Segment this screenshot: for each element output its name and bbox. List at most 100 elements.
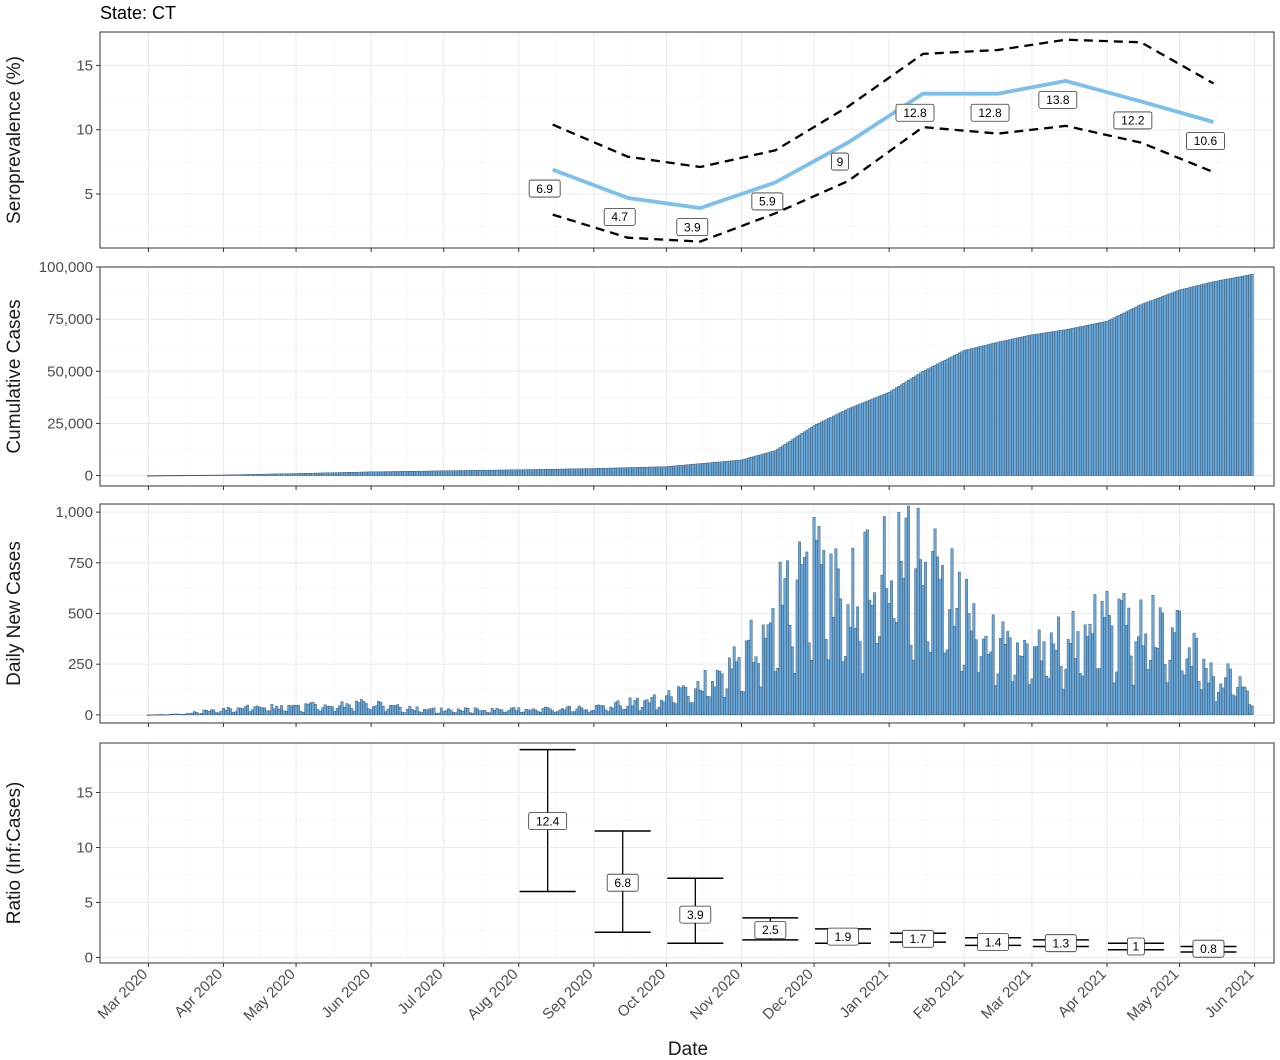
bar [1127, 607, 1131, 716]
ratio-data-label: 3.9 [687, 908, 704, 922]
ratio-data-label-box [606, 873, 639, 892]
bar [563, 709, 567, 716]
bar [631, 467, 634, 476]
bar [943, 360, 947, 476]
bar [384, 711, 388, 716]
bar [502, 469, 506, 476]
bar [1226, 663, 1230, 716]
bar [689, 464, 693, 476]
bar [548, 708, 552, 716]
bar [350, 472, 354, 476]
bar [476, 470, 480, 476]
bar [418, 711, 421, 716]
bar [757, 663, 760, 716]
bar [984, 636, 988, 716]
bar [943, 652, 947, 716]
bar [454, 470, 458, 476]
bar [171, 475, 175, 477]
bar [178, 713, 182, 716]
bar [1197, 285, 1201, 476]
bar [628, 697, 632, 716]
bar [880, 574, 884, 716]
bar [873, 397, 876, 476]
bar [352, 710, 356, 716]
bar [875, 396, 879, 476]
bar [510, 707, 513, 716]
bar [890, 390, 893, 476]
panel-border [99, 742, 1275, 964]
bar [991, 343, 995, 476]
bar [619, 467, 622, 476]
bar [1076, 631, 1080, 716]
bar [544, 469, 547, 476]
bar [498, 469, 501, 476]
bar [899, 560, 903, 716]
bar [786, 442, 789, 476]
bar [314, 704, 317, 716]
bar [672, 702, 676, 716]
bar [357, 471, 361, 476]
bar [928, 367, 932, 476]
bar [1037, 333, 1041, 476]
bar [493, 710, 496, 716]
bar [452, 711, 455, 716]
bar [585, 468, 588, 476]
bar [379, 702, 383, 716]
bar [824, 639, 828, 716]
bar [410, 709, 414, 716]
bar [623, 709, 627, 716]
bar [326, 472, 329, 476]
bar [413, 710, 417, 716]
bar [1219, 280, 1223, 476]
bar [190, 475, 194, 476]
bar [715, 670, 719, 716]
bar [773, 450, 777, 476]
bar [858, 641, 862, 716]
bar [732, 646, 736, 716]
bar [776, 668, 780, 716]
bar [962, 350, 966, 476]
bar [294, 705, 298, 716]
bar [948, 357, 952, 476]
bar [1158, 607, 1162, 716]
bar [720, 673, 724, 716]
bar [648, 702, 651, 716]
bar [865, 400, 869, 476]
bar [933, 528, 937, 716]
bar [1170, 627, 1174, 716]
bar [660, 699, 663, 716]
bar [185, 713, 189, 716]
bar [1057, 616, 1060, 716]
bar [379, 471, 383, 476]
bar [706, 462, 709, 476]
bar [1216, 691, 1220, 716]
bar [311, 472, 315, 476]
bar [945, 649, 949, 716]
bar [265, 710, 269, 716]
bar [957, 352, 961, 476]
x-tick-label: Feb 2021 [910, 966, 967, 1023]
bar [994, 685, 998, 716]
y-tick-label: 250 [68, 656, 93, 673]
bar [297, 705, 300, 716]
bar [723, 697, 726, 716]
bar [1151, 299, 1155, 476]
bar [1245, 690, 1249, 716]
bar [391, 471, 395, 476]
bar [1117, 598, 1121, 716]
bar [432, 707, 436, 716]
bar [1178, 289, 1181, 476]
bar [1139, 304, 1143, 476]
bar [570, 711, 574, 716]
bar [940, 565, 944, 716]
bar [299, 473, 303, 476]
y-tick-label: 75,000 [47, 311, 93, 328]
ratio-data-label-box [902, 929, 934, 948]
bar [248, 474, 252, 476]
bar [771, 608, 775, 716]
bar [580, 707, 584, 716]
seroprevalence-data-label-box [831, 152, 849, 171]
bar [1141, 303, 1145, 476]
bar [408, 471, 412, 476]
bar [577, 705, 581, 716]
